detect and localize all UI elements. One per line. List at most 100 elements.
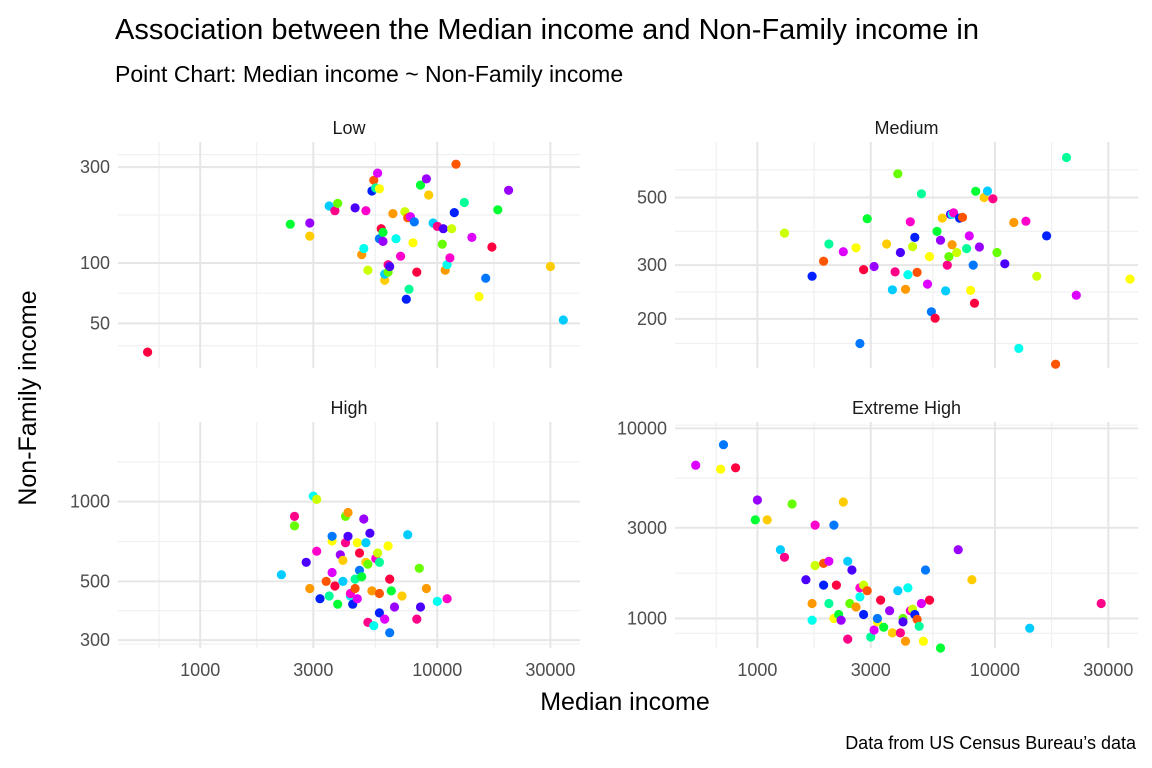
data-point — [369, 621, 379, 631]
chart-caption: Data from US Census Bureau’s data — [845, 733, 1137, 753]
data-point — [885, 606, 895, 616]
data-point — [361, 538, 371, 548]
data-point — [338, 555, 348, 566]
data-point — [474, 292, 484, 302]
data-point — [276, 570, 286, 580]
data-point — [872, 613, 883, 624]
data-point — [451, 159, 461, 169]
y-tick-label: 1000 — [70, 492, 110, 512]
y-tick-label: 10000 — [617, 418, 667, 438]
data-point — [374, 588, 384, 599]
data-point — [378, 236, 388, 246]
y-tick-label: 1000 — [627, 609, 667, 629]
data-point — [1025, 623, 1035, 633]
data-point — [1051, 359, 1061, 369]
data-point — [421, 174, 431, 184]
x-tick-label: 3000 — [293, 660, 333, 680]
data-point — [338, 576, 348, 587]
data-point — [912, 614, 922, 625]
data-point — [343, 507, 353, 518]
data-point — [391, 234, 401, 244]
data-point — [403, 530, 413, 540]
data-point — [964, 231, 974, 241]
data-point — [388, 209, 398, 219]
y-axis-title: Non-Family income — [14, 290, 42, 505]
data-point — [467, 232, 477, 242]
data-point — [843, 556, 853, 566]
data-point — [487, 242, 497, 252]
data-point — [866, 632, 876, 642]
data-point — [373, 168, 383, 178]
y-tick-label: 100 — [80, 253, 110, 273]
data-point — [357, 572, 367, 582]
data-point — [836, 615, 846, 625]
data-point — [971, 186, 981, 196]
data-point — [558, 315, 568, 325]
x-tick-label: 30000 — [1083, 660, 1133, 680]
x-axis-title: Median income — [540, 688, 710, 716]
data-point — [855, 592, 865, 602]
data-point — [343, 531, 353, 541]
data-point — [321, 576, 331, 587]
data-point — [819, 580, 829, 590]
data-point — [359, 514, 369, 524]
data-point — [369, 175, 379, 185]
data-point — [397, 591, 407, 601]
data-point — [882, 239, 892, 249]
data-point — [935, 643, 946, 653]
data-point — [855, 338, 865, 349]
data-point — [895, 628, 906, 638]
data-point — [887, 285, 898, 295]
data-point — [421, 583, 431, 594]
data-point — [810, 520, 820, 530]
facet-panel-high: 1000 3000 10000 30000 300 500 1000 High — [70, 398, 580, 680]
facet-panel-extreme-high: 1000 3000 10000 30000 1000 3000 10000 Extreme H… — [617, 398, 1138, 680]
data-point — [895, 247, 906, 258]
data-point — [912, 267, 922, 277]
x-tick-label: 1000 — [180, 660, 220, 680]
data-point — [404, 284, 414, 294]
data-point — [350, 583, 360, 594]
data-point — [941, 286, 951, 296]
data-point — [363, 265, 373, 275]
data-point — [935, 235, 946, 245]
data-point — [1014, 343, 1024, 353]
data-point — [545, 261, 556, 272]
y-tick-label: 3000 — [627, 518, 667, 538]
data-point — [862, 214, 872, 224]
data-point — [401, 294, 411, 304]
data-point — [305, 583, 315, 594]
data-point — [385, 261, 395, 272]
data-point — [824, 239, 834, 249]
data-point — [932, 226, 942, 236]
data-point — [383, 541, 393, 551]
y-tick-label: 50 — [90, 313, 110, 333]
data-point — [330, 206, 340, 216]
data-point — [967, 575, 977, 585]
data-point — [869, 625, 879, 635]
data-point — [361, 206, 371, 216]
data-point — [879, 622, 889, 632]
data-point — [305, 218, 315, 228]
data-point — [838, 247, 848, 257]
data-point — [389, 602, 400, 612]
y-tick-label: 500 — [637, 187, 667, 207]
x-tick-label: 10000 — [970, 660, 1020, 680]
data-point — [1071, 290, 1081, 300]
data-point — [437, 239, 447, 249]
data-point — [992, 247, 1002, 258]
facet-strip-label: Extreme High — [852, 398, 961, 418]
data-point — [1009, 217, 1019, 228]
data-point — [396, 251, 406, 261]
data-point — [354, 548, 365, 558]
data-point — [779, 552, 790, 562]
data-point — [898, 617, 908, 627]
data-point — [1125, 274, 1135, 284]
data-point — [914, 621, 924, 631]
data-point — [869, 261, 879, 272]
data-point — [459, 197, 469, 208]
data-point — [1042, 231, 1052, 241]
x-tick-label: 3000 — [851, 660, 891, 680]
data-point — [824, 598, 834, 609]
data-point — [447, 224, 457, 234]
